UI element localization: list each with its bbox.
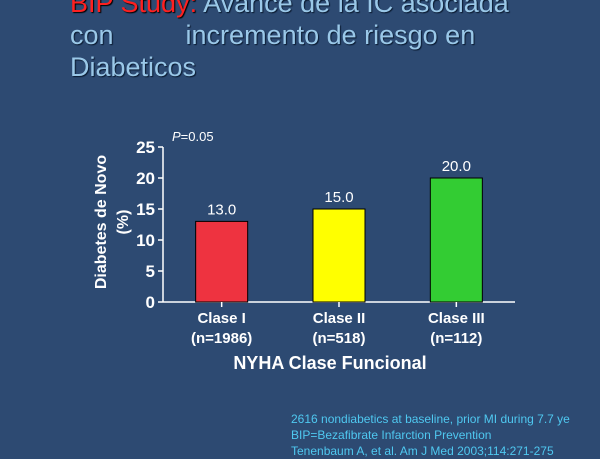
y-tick-label-5: 5: [146, 262, 155, 281]
x-axis-title: NYHA Clase Funcional: [233, 353, 426, 373]
x-tick-sublabel-1: (n=1986): [191, 330, 252, 347]
slide-title: BIP Study: Avance de la IC asociada con i…: [70, 0, 600, 83]
bar-value-label-3: 20.0: [442, 158, 471, 175]
y-tick-label-10: 10: [136, 231, 155, 250]
bar-3: [429, 177, 483, 303]
p-value-annotation: P=0.05: [172, 129, 214, 144]
x-tick-label-2: Clase II: [313, 310, 366, 327]
footnote-line-3: Tenenbaum A, et al. Am J Med 2003;114:27…: [291, 444, 554, 458]
title-line-2-a: con: [70, 20, 114, 50]
y-tick-label-20: 20: [136, 169, 155, 188]
title-highlight: BIP Study:: [70, 0, 198, 18]
y-tick-label-0: 0: [146, 293, 155, 312]
bar-1: [195, 220, 249, 303]
footnote-line-2: BIP=Bezafibrate Infarction Prevention: [291, 428, 492, 442]
x-tick-sublabel-2: (n=518): [313, 330, 366, 347]
p-value-italic: P: [172, 129, 181, 144]
footnote: 2616 nondiabetics at baseline, prior MI …: [291, 411, 600, 459]
x-tick-label-3: Clase III: [428, 310, 485, 327]
y-tick-label-25: 25: [136, 138, 155, 157]
p-value-rest: =0.05: [181, 129, 214, 144]
y-axis-title-unit: (%): [115, 210, 132, 235]
title-line-3: Diabeticos: [70, 52, 197, 82]
y-axis-title: Diabetes de Novo: [93, 155, 110, 289]
x-tick-sublabel-3: (n=112): [430, 330, 482, 347]
bar-value-label-2: 15.0: [324, 189, 353, 206]
footnote-line-1: 2616 nondiabetics at baseline, prior MI …: [291, 412, 570, 426]
title-line-2-b: incremento de riesgo en: [185, 20, 476, 50]
y-tick-label-15: 15: [136, 200, 155, 219]
bar-2: [312, 208, 366, 303]
title-line-1: BIP Study: Avance de la IC asociada: [70, 0, 600, 19]
title-line-1-rest: Avance de la IC asociada: [203, 0, 509, 18]
x-tick-label-1: Clase I: [197, 310, 245, 327]
bar-value-label-1: 13.0: [207, 201, 236, 218]
title-line-2: con incremento de riesgo en: [70, 19, 600, 51]
